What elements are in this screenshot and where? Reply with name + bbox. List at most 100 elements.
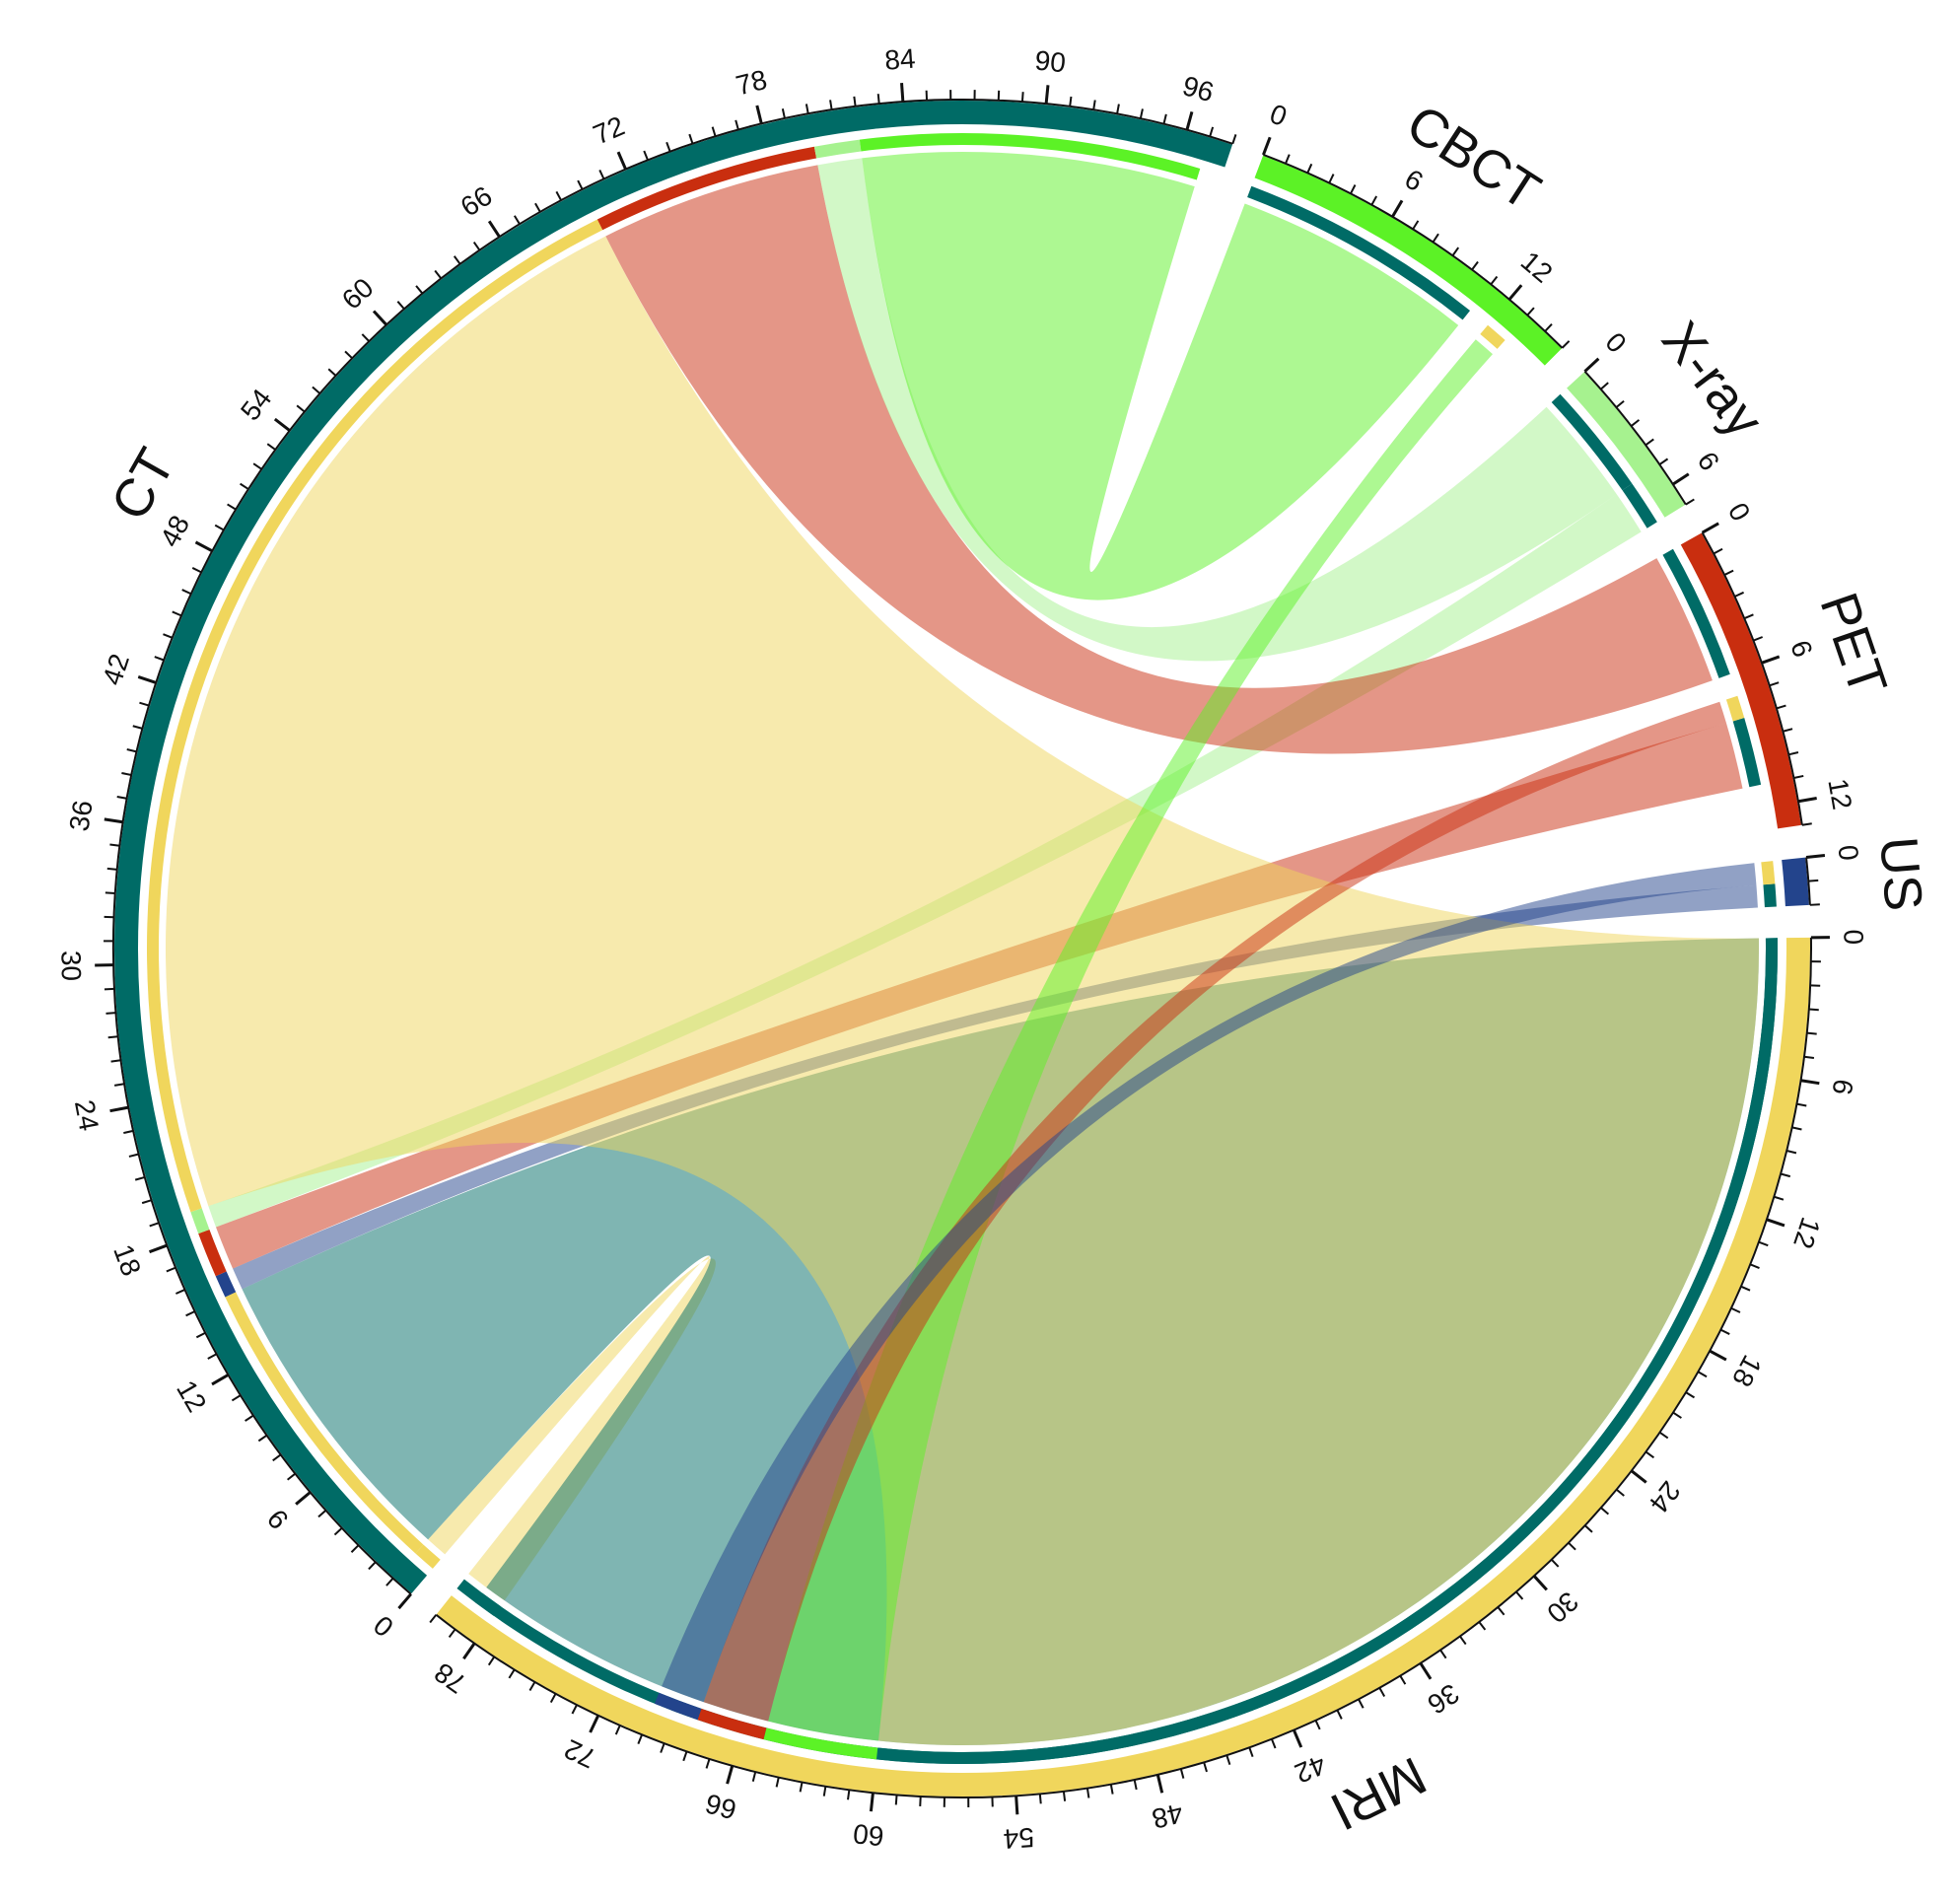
minor-tick: [598, 170, 605, 179]
minor-tick: [847, 1790, 851, 1800]
tick-label: 12: [1787, 1214, 1826, 1252]
minor-tick: [1085, 1788, 1090, 1798]
minor-tick: [350, 1544, 360, 1553]
minor-tick: [472, 241, 481, 251]
tick-label: 12: [171, 1375, 212, 1418]
minor-tick: [528, 1681, 536, 1692]
minor-tick: [1497, 1606, 1505, 1616]
minor-tick: [1630, 419, 1641, 427]
minor-tick: [1734, 591, 1745, 598]
minor-tick: [614, 1725, 621, 1735]
track-segment: [225, 1292, 424, 1554]
minor-tick: [1713, 547, 1723, 555]
major-tick: [397, 1592, 412, 1610]
minor-tick: [1808, 1008, 1819, 1012]
tick-label: 0: [368, 1610, 399, 1644]
minor-tick: [1544, 323, 1553, 332]
major-tick: [1800, 1079, 1820, 1086]
tick-label: 0: [1838, 929, 1868, 945]
track-segment: [215, 1271, 237, 1298]
minor-tick: [487, 1656, 496, 1666]
minor-tick: [105, 1012, 116, 1015]
major-tick: [1709, 1349, 1727, 1362]
minor-tick: [110, 1059, 121, 1063]
minor-tick: [368, 1561, 377, 1571]
minor-tick: [876, 94, 880, 105]
minor-tick: [245, 1414, 254, 1422]
minor-tick: [1796, 1102, 1807, 1107]
track-segment: [1622, 483, 1657, 529]
tick-label: 36: [1423, 1677, 1465, 1720]
minor-tick: [1615, 1488, 1625, 1497]
tick-label: 84: [883, 43, 916, 76]
minor-tick: [705, 1758, 711, 1769]
tick-label: 60: [336, 272, 380, 316]
minor-tick: [1780, 1172, 1791, 1178]
minor-tick: [1685, 498, 1695, 506]
major-tick: [869, 1793, 875, 1812]
minor-tick: [240, 482, 249, 490]
track-segment: [190, 1208, 210, 1234]
minor-tick: [181, 589, 192, 596]
chord-link-ct-x-ray: [817, 158, 1617, 662]
tick-label: 12: [1515, 246, 1559, 289]
track-segment: [763, 1727, 878, 1760]
major-tick: [1015, 1796, 1019, 1815]
major-tick: [462, 1642, 476, 1660]
major-tick: [726, 1765, 735, 1785]
major-tick: [616, 151, 627, 171]
minor-tick: [1490, 275, 1499, 285]
tick-label: 72: [560, 1733, 600, 1774]
minor-tick: [1116, 104, 1120, 114]
major-tick: [149, 1243, 168, 1254]
minor-tick: [1109, 1784, 1114, 1795]
major-tick: [1292, 1728, 1303, 1748]
major-tick: [1419, 1661, 1433, 1680]
minor-tick: [1358, 1698, 1365, 1709]
tick-label: 0: [1833, 843, 1864, 862]
minor-tick: [1719, 1328, 1730, 1335]
track-segment: [1732, 718, 1762, 788]
minor-tick: [637, 1733, 644, 1744]
minor-tick: [1471, 260, 1479, 271]
minor-tick: [1672, 1411, 1682, 1419]
minor-tick: [415, 285, 424, 295]
tick-label: 66: [455, 180, 498, 223]
minor-tick: [227, 503, 237, 511]
tick-label: 60: [852, 1818, 885, 1852]
minor-tick: [175, 1289, 185, 1295]
minor-tick: [1439, 1649, 1447, 1659]
minor-tick: [361, 333, 371, 342]
tick-baseline: [1805, 857, 1811, 905]
minor-tick: [1801, 822, 1812, 826]
minor-tick: [1285, 154, 1291, 165]
tick-baseline: [1263, 154, 1564, 349]
tick-label: 90: [1033, 44, 1067, 78]
minor-tick: [643, 150, 649, 161]
tick-label: 6: [261, 1504, 295, 1535]
minor-tick: [1069, 96, 1073, 107]
minor-tick: [1583, 1524, 1593, 1533]
minor-tick: [1809, 903, 1820, 906]
minor-tick: [1749, 1263, 1760, 1269]
minor-tick: [185, 1310, 196, 1317]
track-segment: [813, 139, 862, 159]
minor-tick: [555, 190, 562, 201]
minor-tick: [214, 524, 225, 531]
minor-tick: [577, 179, 584, 190]
minor-tick: [429, 1614, 438, 1624]
minor-tick: [344, 350, 353, 360]
minor-tick: [1774, 1195, 1785, 1201]
minor-tick: [1803, 1055, 1815, 1060]
minor-tick: [1806, 1031, 1817, 1035]
minor-tick: [571, 1704, 578, 1715]
minor-tick: [751, 1771, 757, 1782]
minor-tick: [333, 1526, 343, 1536]
track-segment: [596, 146, 817, 231]
major-tick: [295, 1491, 312, 1506]
minor-tick: [128, 1153, 139, 1158]
tick-label: 48: [1149, 1797, 1185, 1834]
track-segment: [1551, 393, 1633, 491]
tick-label: 24: [1644, 1475, 1687, 1518]
minor-tick: [116, 796, 127, 800]
